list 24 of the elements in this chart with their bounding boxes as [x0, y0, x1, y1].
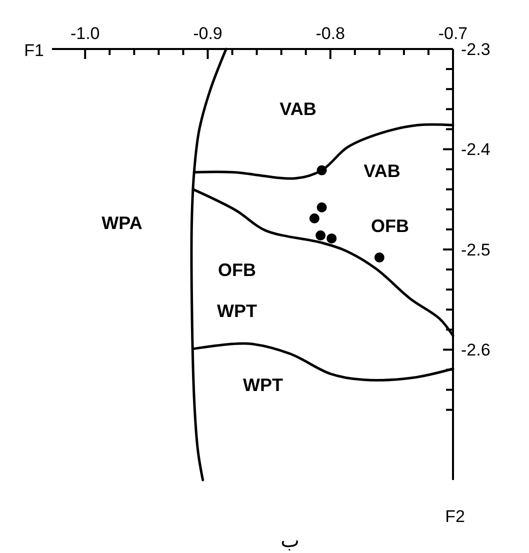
text: ب: [280, 530, 300, 552]
point: [326, 233, 337, 244]
annotation: WPA: [102, 213, 142, 233]
x-tick-label: -1.0: [70, 24, 100, 43]
point: [316, 230, 326, 240]
annotation: WPT: [217, 301, 257, 321]
x-axis-title: F1: [24, 41, 44, 60]
y-tick-label: -2.3: [461, 40, 490, 59]
x-tick-label: -0.7: [438, 24, 468, 43]
point: [316, 202, 327, 212]
point: [309, 213, 320, 224]
annotation: VAB: [280, 99, 316, 119]
x-tick-label: -0.9: [193, 24, 222, 43]
y-tick-label: -2.6: [461, 340, 490, 360]
point: [316, 165, 327, 176]
text: F2: [445, 507, 465, 526]
y-tick-label: -2.5: [461, 240, 490, 260]
x-tick-label: -0.8: [316, 24, 346, 43]
annotation: OFB: [371, 216, 409, 236]
annotation: OFB: [218, 260, 256, 280]
point: [374, 252, 384, 262]
annotation: WPT: [243, 375, 283, 395]
y-tick-label: -2.4: [461, 140, 490, 160]
annotation: VAB: [364, 161, 400, 181]
